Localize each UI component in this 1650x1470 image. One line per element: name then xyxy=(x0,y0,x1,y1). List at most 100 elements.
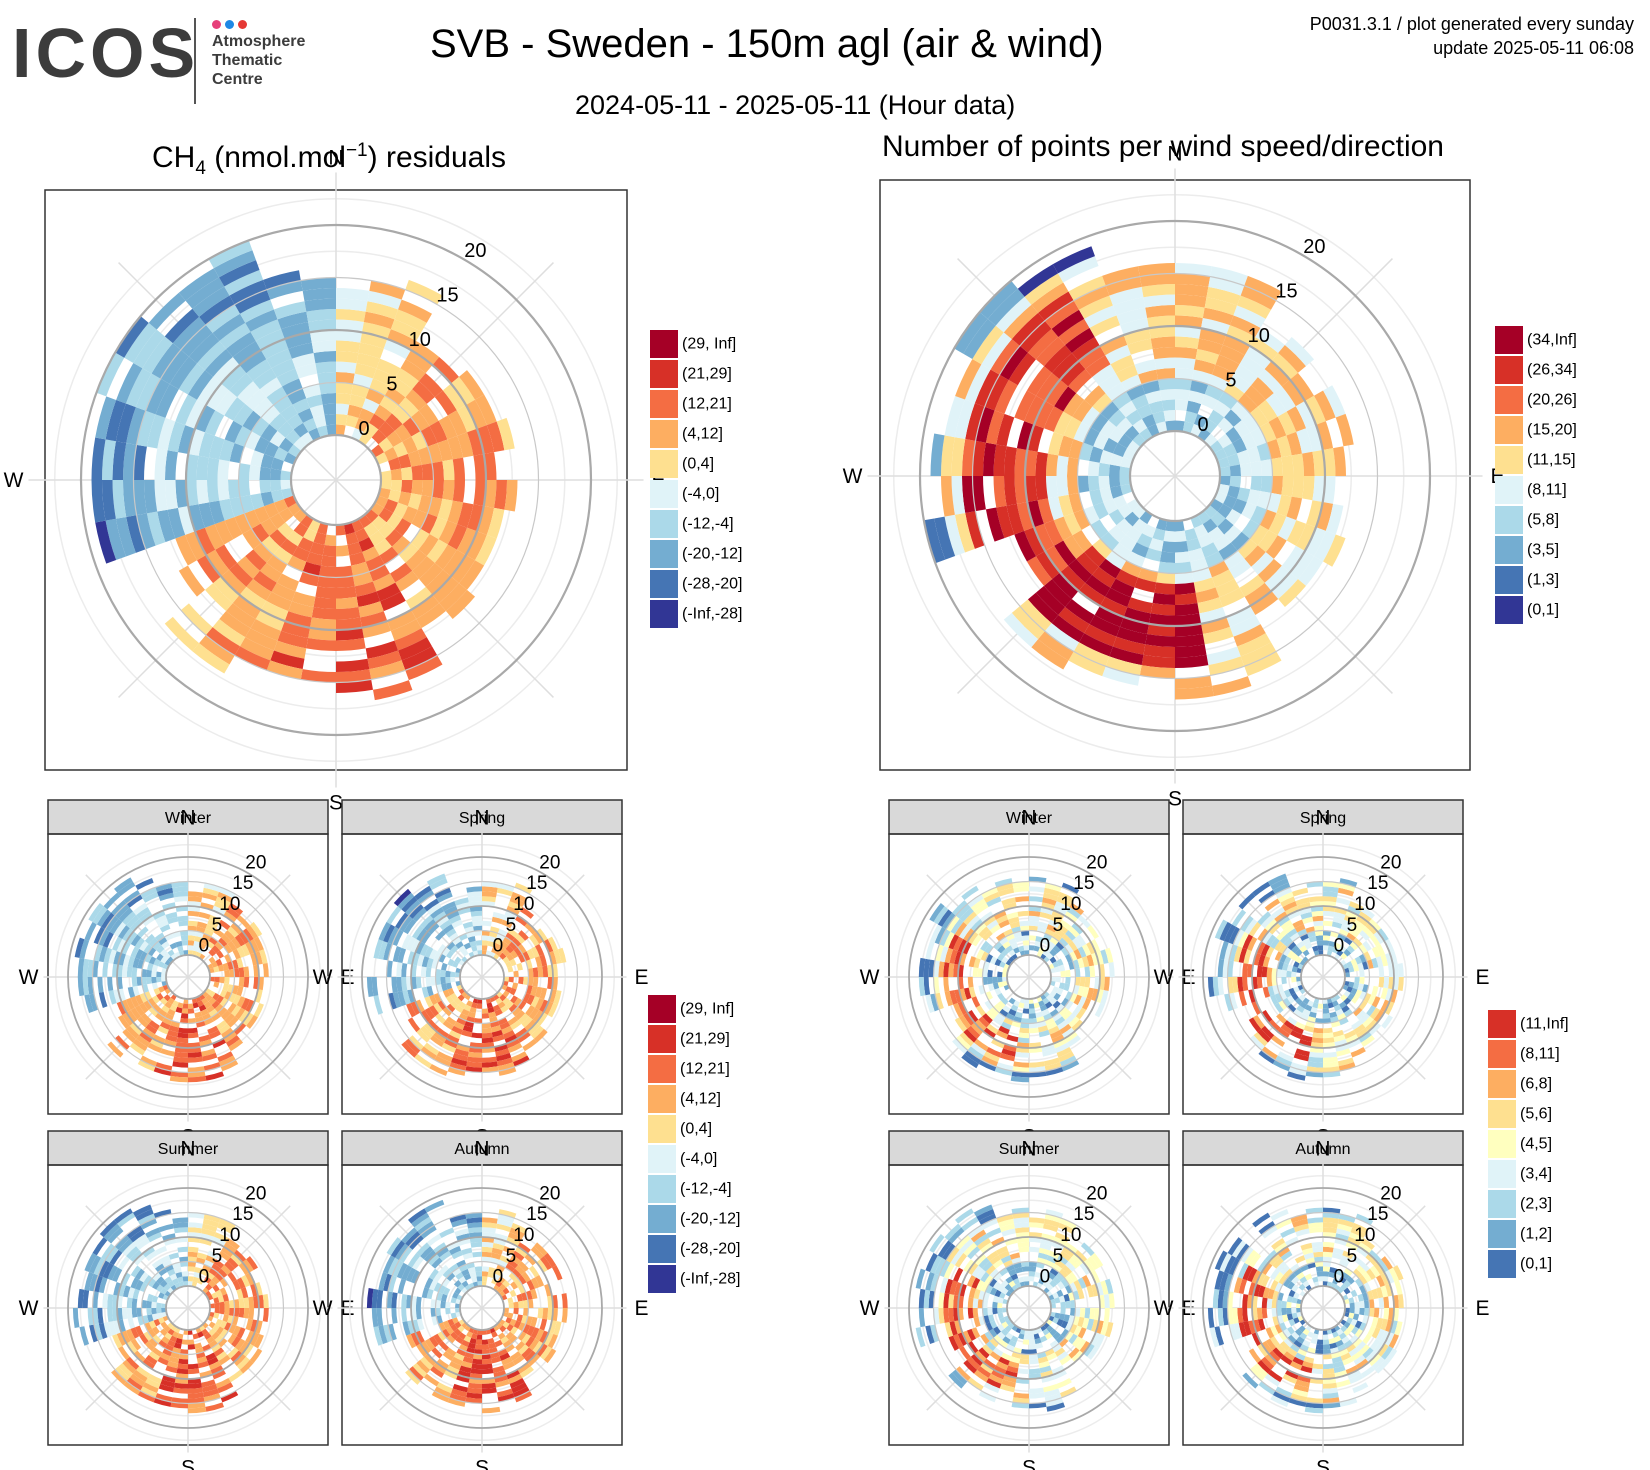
rose-tile xyxy=(1252,1295,1258,1308)
rose-tile xyxy=(968,956,977,968)
rose-tile xyxy=(228,480,240,499)
rose-tile xyxy=(1132,518,1148,534)
rose-tile xyxy=(1060,1301,1066,1308)
rose-tile xyxy=(236,1327,246,1339)
rose-tile xyxy=(93,944,103,962)
rose-tile xyxy=(1040,1238,1054,1246)
rose-tile xyxy=(1122,448,1137,461)
rose-tile xyxy=(1058,1295,1066,1303)
rose-tile xyxy=(202,933,212,941)
rose-tile xyxy=(1029,998,1034,1004)
rose-tile xyxy=(504,1034,518,1044)
rose-tile xyxy=(126,966,133,977)
legend-label: (11,Inf] xyxy=(1520,1016,1569,1033)
rose-tile xyxy=(1126,384,1146,401)
rose-tile xyxy=(313,415,327,428)
rose-tile xyxy=(386,906,402,925)
rose-tile xyxy=(453,1021,465,1030)
rose-tile xyxy=(178,363,206,395)
rose-tile xyxy=(414,1053,432,1069)
rose-tile xyxy=(243,966,250,977)
rose-tile xyxy=(1001,1287,1009,1295)
rose-tile xyxy=(1362,1016,1374,1028)
rose-tile xyxy=(978,1257,990,1269)
rose-tile xyxy=(1307,1000,1314,1007)
rose-tile xyxy=(499,1255,511,1264)
rose-tile xyxy=(79,939,90,959)
rose-tile xyxy=(973,1233,989,1247)
rose-tile xyxy=(1380,1330,1390,1344)
rose-tile xyxy=(427,1019,440,1032)
rose-tile xyxy=(322,544,336,557)
rose-tile xyxy=(1060,947,1070,957)
rose-tile xyxy=(993,1272,1003,1282)
rose-tile xyxy=(1270,1279,1279,1291)
rose-tile xyxy=(1378,1297,1385,1308)
rose-tile xyxy=(1291,476,1304,499)
rose-tile xyxy=(1340,1255,1352,1264)
compass-label: W xyxy=(860,1297,880,1320)
rose-tile xyxy=(140,887,158,899)
rose-tile xyxy=(1302,1247,1314,1256)
rose-tile xyxy=(224,969,230,977)
grid-circle xyxy=(361,856,603,1098)
rose-tile xyxy=(216,995,225,1004)
rose-tile xyxy=(490,1252,502,1260)
rose-tile xyxy=(412,381,435,404)
rose-tile xyxy=(1029,1237,1042,1243)
rose-tile xyxy=(500,940,509,949)
rose-tile xyxy=(1065,1261,1076,1272)
rose-tile xyxy=(354,581,377,597)
rose-tile xyxy=(1323,920,1333,927)
rose-tile xyxy=(1211,569,1235,588)
rose-tile xyxy=(233,1299,240,1308)
rose-tile xyxy=(986,896,1002,908)
rose-tile xyxy=(212,1236,226,1247)
rose-tile xyxy=(1193,577,1216,593)
rose-tile xyxy=(507,928,519,938)
rose-tile xyxy=(507,1373,523,1384)
rose-tile xyxy=(436,915,449,927)
rose-tile xyxy=(471,1333,478,1340)
rose-tile xyxy=(997,1297,1004,1304)
rose-tile xyxy=(518,1261,529,1272)
rose-tile xyxy=(967,977,974,988)
rose-tile xyxy=(125,368,152,408)
rose-tile xyxy=(497,1001,506,1009)
rose-tile xyxy=(1059,1354,1072,1366)
rose-tile xyxy=(502,990,510,998)
rose-tile xyxy=(145,1023,158,1035)
rose-tile xyxy=(1339,1397,1358,1407)
rose-tile xyxy=(461,1008,470,1017)
rose-tile xyxy=(213,1297,220,1304)
rose-tile xyxy=(193,1271,201,1279)
rose-tile xyxy=(1004,1325,1012,1333)
rose-tile xyxy=(482,1022,491,1029)
rose-tile xyxy=(482,945,488,951)
title-superscript: −1 xyxy=(345,140,368,161)
rose-tile xyxy=(418,403,439,426)
rose-tile xyxy=(1362,1347,1374,1359)
rose-tile xyxy=(1064,1274,1074,1285)
rose-tile xyxy=(134,937,145,949)
rose-tile xyxy=(451,1218,468,1228)
rose-tile xyxy=(1006,911,1019,920)
rose-tile xyxy=(1315,935,1323,941)
rose-tile xyxy=(1261,1225,1278,1239)
rose-tile xyxy=(222,1293,229,1302)
rose-tile xyxy=(984,943,994,954)
rose-tile xyxy=(217,891,234,903)
rose-tile xyxy=(410,1270,421,1284)
rose-tile xyxy=(1058,435,1074,458)
rose-tile xyxy=(966,1274,976,1288)
rose-tile xyxy=(160,1048,175,1057)
rose-tile xyxy=(388,489,401,503)
rose-tile xyxy=(281,620,310,639)
rose-tile xyxy=(954,399,975,440)
rose-tile xyxy=(1374,1359,1389,1374)
rose-tile xyxy=(445,1016,457,1026)
rose-tile xyxy=(1335,1233,1349,1242)
rose-tile xyxy=(158,1267,168,1277)
rose-tile xyxy=(1352,1313,1360,1321)
